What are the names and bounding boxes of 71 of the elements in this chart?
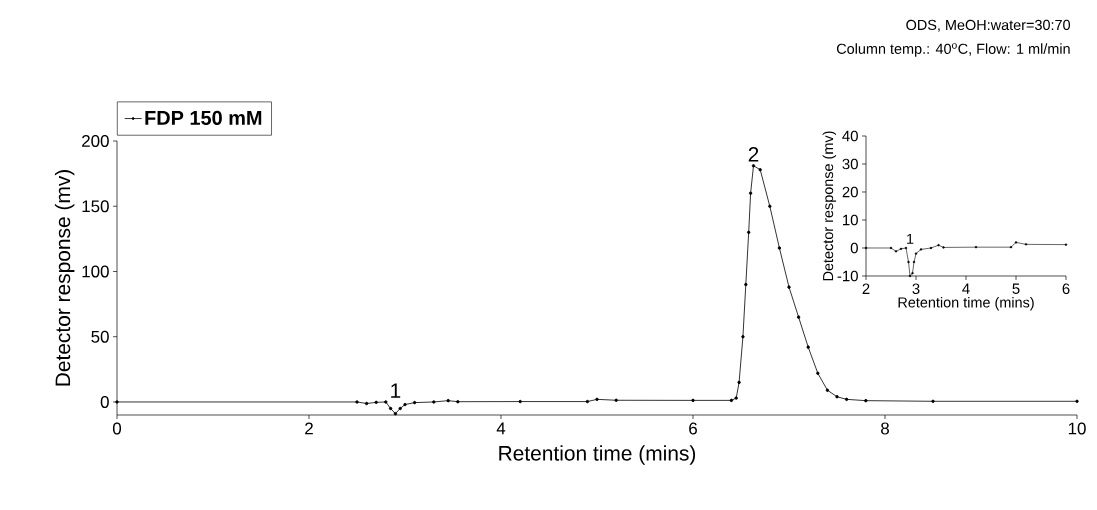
point: [931, 399, 935, 403]
x-tick-label: 6: [1062, 283, 1070, 295]
x-tick-label: 2: [862, 283, 870, 294]
point: [825, 388, 830, 392]
point: [806, 345, 810, 349]
point: [758, 168, 762, 172]
point: [796, 315, 801, 319]
y-tick-label: 50: [91, 330, 109, 343]
x-tick-label: 2: [305, 422, 313, 435]
point: [398, 406, 402, 411]
x-tick-label: 6: [689, 422, 697, 435]
point: [734, 396, 738, 400]
point: [446, 398, 450, 403]
annotation: 1: [907, 233, 914, 244]
point: [768, 204, 772, 208]
point: [412, 400, 417, 405]
point: [864, 398, 868, 403]
point: [432, 400, 436, 404]
point: [374, 400, 378, 405]
x-tick-label: 3: [912, 283, 920, 295]
annotation: 2: [748, 146, 759, 162]
point: [355, 400, 359, 404]
point: [364, 401, 369, 406]
point: [816, 371, 820, 375]
x-axis-title: Retention time (mins): [499, 445, 696, 465]
y-tick-label: 0: [850, 242, 858, 254]
point: [388, 406, 393, 411]
point: [741, 335, 745, 339]
point: [1075, 399, 1079, 403]
text: Column temp.: 40$^{o}$C, Flow: 1 ml/min: [836, 43, 1070, 57]
y-axis-title: Detector response (mv): [822, 131, 837, 281]
y-tick-label: 10: [843, 214, 858, 226]
point: [384, 400, 388, 404]
point: [595, 397, 599, 402]
point: [751, 164, 756, 168]
point: [115, 400, 119, 404]
y-tick-label: 200: [82, 135, 109, 147]
y-tick-label: 40: [842, 130, 858, 142]
point: [744, 282, 748, 287]
point: [737, 380, 741, 385]
point: [518, 399, 522, 404]
y-tick-label: 0: [100, 395, 109, 408]
point: [777, 246, 782, 250]
point: [691, 398, 695, 403]
x-tick-label: 4: [962, 283, 970, 294]
text: ODS, MeOH:water=30:70: [906, 19, 1071, 32]
point: [456, 399, 460, 404]
legend-label: FDP 150 mM: [145, 110, 262, 125]
x-tick-label: 5: [1012, 283, 1020, 294]
point: [729, 398, 734, 403]
y-tick-label: 20: [842, 186, 858, 198]
point: [787, 285, 791, 289]
y-tick-label: 150: [82, 200, 109, 213]
x-tick-label: 0: [112, 422, 122, 435]
y-tick-label: 30: [842, 158, 858, 170]
x-tick-label: 4: [496, 422, 506, 435]
point: [746, 230, 751, 235]
point: [614, 398, 618, 402]
y-tick-label: 100: [82, 265, 109, 278]
y-axis-title: Detector response (mv): [54, 170, 75, 386]
x-tick-label: 10: [1068, 422, 1086, 435]
point: [585, 399, 590, 404]
x-axis-title: Retention time (mins): [898, 296, 1034, 311]
point: [748, 191, 753, 195]
point: [844, 397, 849, 402]
annotation: 1: [391, 383, 401, 398]
x-tick-label: 8: [881, 422, 889, 435]
point: [835, 395, 839, 399]
y-tick-label: -10: [837, 270, 858, 282]
point: [393, 412, 398, 416]
point: [403, 402, 407, 407]
